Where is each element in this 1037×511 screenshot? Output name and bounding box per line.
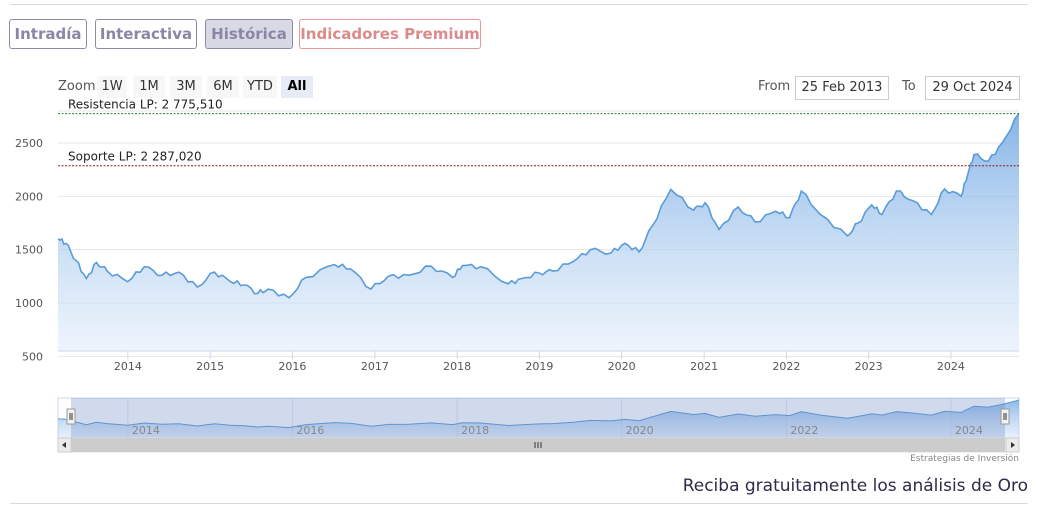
zoom-label: Zoom: [58, 79, 96, 94]
navigator-selection-mask[interactable]: [71, 398, 1005, 438]
scroll-right-arrow-icon: [1011, 442, 1015, 448]
y-tick-label: 500: [22, 350, 43, 363]
zoom-1w-button[interactable]: 1W: [97, 76, 127, 98]
support-label: Soporte LP: 2 287,020: [68, 150, 202, 164]
x-tick-label: 2024: [937, 360, 965, 373]
zoom-3m-button[interactable]: 3M: [170, 76, 202, 98]
x-tick-label: 2018: [443, 360, 471, 373]
to-date-input[interactable]: 29 Oct 2024: [925, 76, 1020, 100]
navigator-tick-label: 2022: [790, 424, 818, 437]
x-tick-label: 2016: [278, 360, 306, 373]
x-tick-label: 2017: [361, 360, 389, 373]
y-tick-label: 1000: [15, 297, 43, 310]
scroll-left-arrow-icon: [62, 442, 66, 448]
navigator-left-handle[interactable]: [66, 408, 76, 425]
cta-link[interactable]: Reciba gratuitamente los análisis de Oro: [682, 476, 1028, 496]
scrollbar-grip-icon: [534, 442, 542, 448]
tab-interactiva[interactable]: Interactiva: [95, 19, 197, 49]
y-tick-label: 1500: [15, 244, 43, 257]
x-tick-label: 2021: [690, 360, 718, 373]
navigator-line: [57, 399, 1020, 429]
tab-intradia[interactable]: Intradía: [9, 19, 87, 49]
navigator-tick-label: 2016: [296, 424, 324, 437]
x-tick-label: 2014: [114, 360, 142, 373]
tab-historica[interactable]: Histórica: [205, 19, 293, 49]
x-tick-label: 2022: [772, 360, 800, 373]
x-tick-label: 2019: [525, 360, 553, 373]
top-divider: [10, 4, 1028, 5]
navigator-tick-label: 2024: [955, 424, 983, 437]
y-tick-label: 2000: [15, 190, 43, 203]
from-label: From: [758, 79, 791, 94]
zoom-ytd-button[interactable]: YTD: [243, 76, 277, 98]
price-area: [58, 113, 1019, 351]
zoom-1m-button[interactable]: 1M: [133, 76, 165, 98]
navigator-tick-label: 2014: [132, 424, 160, 437]
resistance-label: Resistencia LP: 2 775,510: [68, 98, 223, 112]
chart-credit[interactable]: Estrategias de Inversión: [910, 454, 1019, 464]
zoom-all-button[interactable]: All: [281, 76, 313, 98]
navigator-right-handle[interactable]: [1000, 408, 1010, 425]
y-tick-label: 2500: [15, 137, 43, 150]
tab-indicadores-premium[interactable]: Indicadores Premium: [299, 19, 481, 49]
x-tick-label: 2023: [855, 360, 883, 373]
navigator[interactable]: 2014 2016 2018 2020 2022 2024: [57, 397, 1020, 439]
price-line: [57, 113, 1020, 299]
navigator-tick-label: 2018: [461, 424, 489, 437]
zoom-6m-button[interactable]: 6M: [207, 76, 239, 98]
bottom-divider: [10, 503, 1028, 504]
navigator-tick-label: 2020: [626, 424, 654, 437]
to-label: To: [902, 79, 916, 94]
x-tick-label: 2015: [196, 360, 224, 373]
navigator-area: [58, 400, 1019, 438]
x-tick-label: 2020: [608, 360, 636, 373]
horizontal-scrollbar[interactable]: [57, 437, 1020, 453]
from-date-input[interactable]: 25 Feb 2013: [795, 76, 889, 100]
